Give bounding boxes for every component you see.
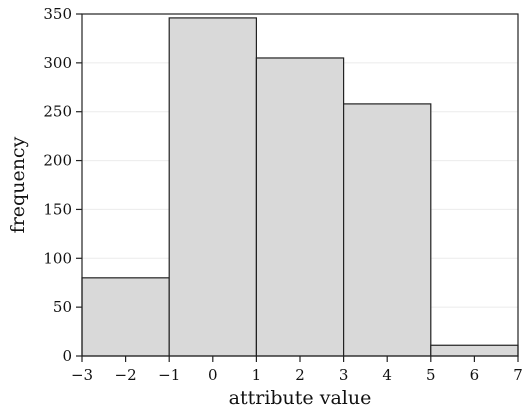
histogram-bar-1 [168, 17, 257, 357]
y-tick-label-1: 50 [53, 298, 72, 316]
x-axis-ticks: −3 −2 −1 0 1 2 3 4 5 6 7 [71, 356, 523, 384]
x-tick-label-6: 3 [339, 366, 349, 384]
y-axis-label: frequency [7, 136, 29, 233]
x-tick-label-5: 2 [295, 366, 305, 384]
y-axis-ticks: 0 50 100 150 200 250 300 350 [43, 5, 82, 365]
x-tick-label-3: 0 [208, 366, 218, 384]
histogram-bar-0 [81, 277, 170, 357]
y-tick-label-5: 250 [43, 103, 72, 121]
y-tick-label-2: 100 [43, 249, 72, 267]
x-tick-label-1: −2 [115, 366, 137, 384]
y-tick-label-0: 0 [62, 347, 72, 365]
y-tick-label-7: 350 [43, 5, 72, 23]
x-axis-label: attribute value [229, 387, 372, 409]
x-tick-label-4: 1 [252, 366, 262, 384]
x-tick-label-7: 4 [382, 366, 392, 384]
histogram-bar-4 [430, 344, 519, 357]
x-tick-label-8: 5 [426, 366, 436, 384]
bars [81, 17, 519, 357]
y-tick-label-3: 150 [43, 200, 72, 218]
histogram-bar-2 [255, 57, 345, 357]
x-tick-label-2: −1 [158, 366, 180, 384]
histogram-bar-3 [343, 103, 432, 357]
x-tick-label-10: 7 [513, 366, 523, 384]
y-tick-label-6: 300 [43, 54, 72, 72]
x-tick-label-9: 6 [470, 366, 480, 384]
x-tick-label-0: −3 [71, 366, 93, 384]
y-tick-label-4: 200 [43, 152, 72, 170]
